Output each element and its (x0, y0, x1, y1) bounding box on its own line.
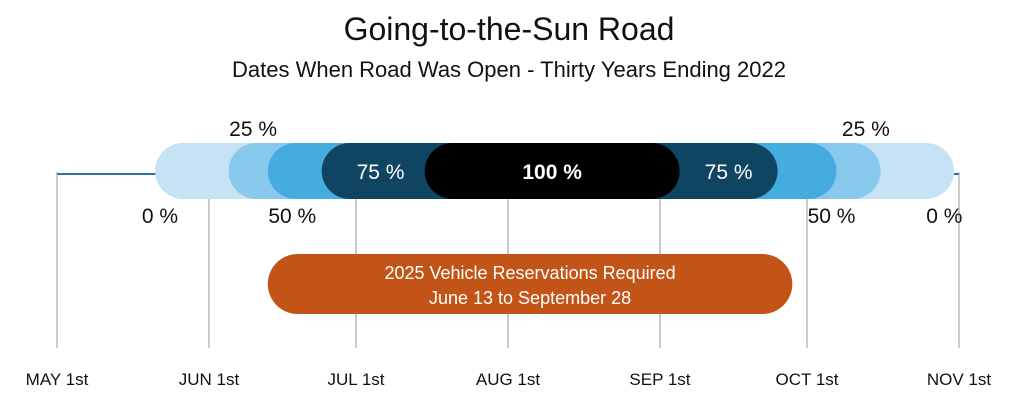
band-label-outside: 25 % (229, 118, 277, 141)
reservation-line-2: June 13 to September 28 (429, 288, 631, 308)
band-label-outside: 50 % (268, 205, 316, 228)
x-tick-label: JUN 1st (179, 370, 240, 389)
reservation-layer: 2025 Vehicle Reservations Required June 1… (267, 254, 793, 314)
band-label-inside: 75 % (357, 161, 405, 184)
band-layer (155, 143, 955, 199)
axis-layer: MAY 1st JUN 1st JUL 1st AUG 1st SEP 1st OCT 1… (26, 172, 992, 389)
band-label-inside: 100 % (522, 161, 582, 184)
x-tick-label: AUG 1st (476, 370, 541, 389)
label-layer: 0 % 25 % 50 % 50 % 25 % 0 % 75 % 100 % 75 % (142, 118, 963, 228)
band-label-inside: 75 % (705, 161, 753, 184)
reservation-line-1: 2025 Vehicle Reservations Required (384, 263, 675, 283)
x-tick-label: NOV 1st (927, 370, 992, 389)
band-4 (424, 143, 680, 199)
band-label-outside: 50 % (808, 205, 856, 228)
chart-title: Going-to-the-Sun Road (344, 11, 675, 47)
band-label-outside: 0 % (142, 205, 178, 228)
x-tick-label: OCT 1st (776, 370, 839, 389)
chart-subtitle: Dates When Road Was Open - Thirty Years … (232, 57, 786, 82)
reservation-pill (267, 254, 793, 314)
x-tick-label: MAY 1st (26, 370, 89, 389)
x-tick-label: JUL 1st (328, 370, 385, 389)
band-label-outside: 0 % (926, 205, 962, 228)
band-label-outside: 25 % (842, 118, 890, 141)
x-tick-label: SEP 1st (629, 370, 690, 389)
